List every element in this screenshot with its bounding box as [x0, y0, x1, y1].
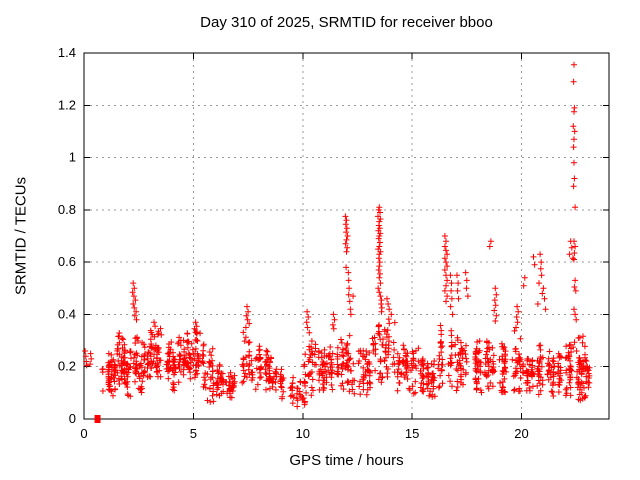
y-tick-label: 1.4	[58, 45, 76, 60]
scatter-points	[82, 61, 593, 410]
y-tick-label: 1	[69, 150, 76, 165]
x-tick-label: 20	[514, 426, 528, 441]
x-tick-label: 10	[296, 426, 310, 441]
x-axis-label: GPS time / hours	[289, 452, 404, 469]
chart-title: Day 310 of 2025, SRMTID for receiver bbo…	[200, 14, 493, 31]
y-tick-label: 0	[69, 411, 76, 426]
x-tick-label: 15	[405, 426, 419, 441]
y-tick-label: 0.4	[58, 306, 76, 321]
x-tick-label: 5	[190, 426, 197, 441]
y-tick-label: 0.6	[58, 254, 76, 269]
y-tick-label: 0.8	[58, 202, 76, 217]
x-tick-label: 0	[80, 426, 87, 441]
plot-border	[83, 52, 610, 420]
y-tick-label: 0.2	[58, 359, 76, 374]
square-marker	[94, 415, 101, 423]
y-tick-label: 1.2	[58, 97, 76, 112]
